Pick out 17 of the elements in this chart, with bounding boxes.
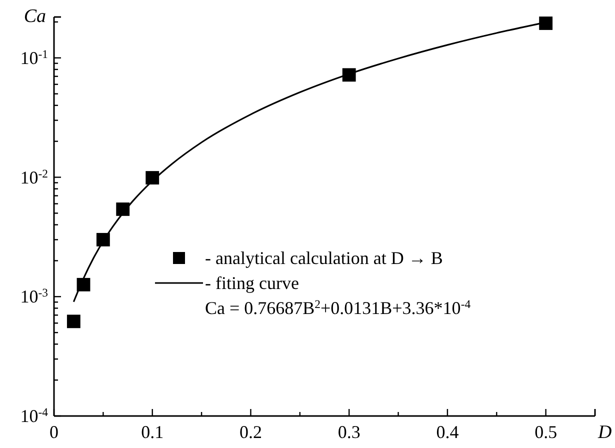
- x-tick-label: 0.5: [534, 422, 558, 442]
- y-tick-label: 10$^{-4}$: [20, 406, 48, 426]
- x-tick-label: 0.1: [141, 422, 164, 442]
- y-tick-label: 10$^{-2}$: [20, 166, 48, 188]
- x-tick-label: 0.4: [436, 422, 459, 442]
- legend-label: - fiting curve: [205, 273, 299, 293]
- y-tick-label: 10$^{-3}$: [20, 286, 48, 307]
- legend-label: - analytical calculation at D → B: [205, 248, 443, 268]
- annotation: Ca = 0.76687B$^{2}$+0.0131B+3.36*10$^{-4}$: [205, 298, 471, 318]
- x-axis-title: D: [597, 422, 612, 443]
- point: [539, 16, 553, 30]
- y-axis-title: Ca: [24, 6, 46, 27]
- x-tick-label: 0: [50, 422, 58, 442]
- point: [66, 314, 80, 328]
- x-tick-label: 0.3: [338, 422, 360, 442]
- x-tick-label: 0.2: [239, 422, 262, 442]
- y-tick-label: 10$^{-1}$: [20, 47, 48, 68]
